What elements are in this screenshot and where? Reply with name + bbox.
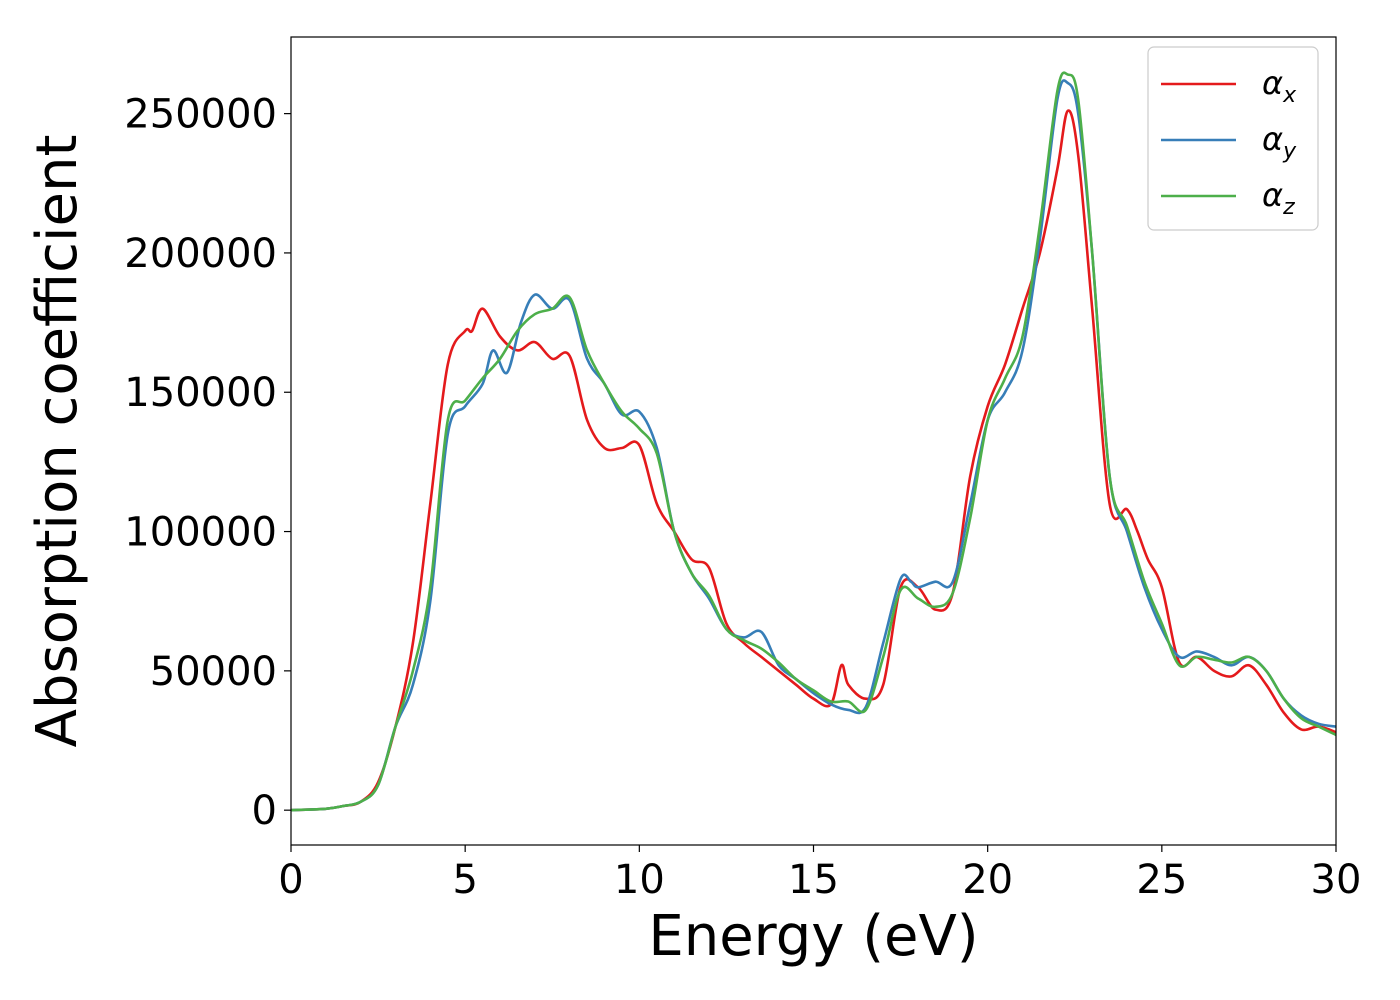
x-tick-label: 10 — [614, 857, 665, 903]
x-tick-label: 30 — [1311, 857, 1362, 903]
y-tick-label: 50000 — [150, 649, 277, 695]
y-tick-label: 100000 — [124, 510, 277, 556]
y-axis-title: Absorption coefficient — [25, 135, 90, 748]
series-line-y — [290, 79, 1337, 812]
x-tick-label: 0 — [278, 857, 303, 903]
y-tick-label: 0 — [252, 788, 277, 834]
x-axis: 0 5 10 15 20 25 30 — [278, 845, 1361, 903]
x-tick-label: 20 — [962, 857, 1013, 903]
legend-box — [1147, 46, 1319, 231]
y-tick-label: 250000 — [124, 92, 277, 138]
x-tick-label: 15 — [788, 857, 839, 903]
legend: αx αy αz — [1147, 46, 1319, 231]
x-tick-label: 5 — [452, 857, 477, 903]
y-axis: 0 50000 100000 150000 200000 250000 — [124, 92, 291, 834]
series-line-x — [290, 109, 1337, 812]
legend-label-x: αx — [1262, 64, 1297, 108]
series-line-z — [290, 71, 1337, 812]
y-tick-label: 150000 — [124, 370, 277, 416]
legend-label-z: αz — [1262, 176, 1295, 220]
x-axis-title: Energy (eV) — [648, 904, 978, 969]
legend-label-y: αy — [1262, 120, 1297, 164]
x-tick-label: 25 — [1136, 857, 1187, 903]
y-tick-label: 200000 — [124, 231, 277, 277]
plot-lines — [290, 71, 1337, 812]
